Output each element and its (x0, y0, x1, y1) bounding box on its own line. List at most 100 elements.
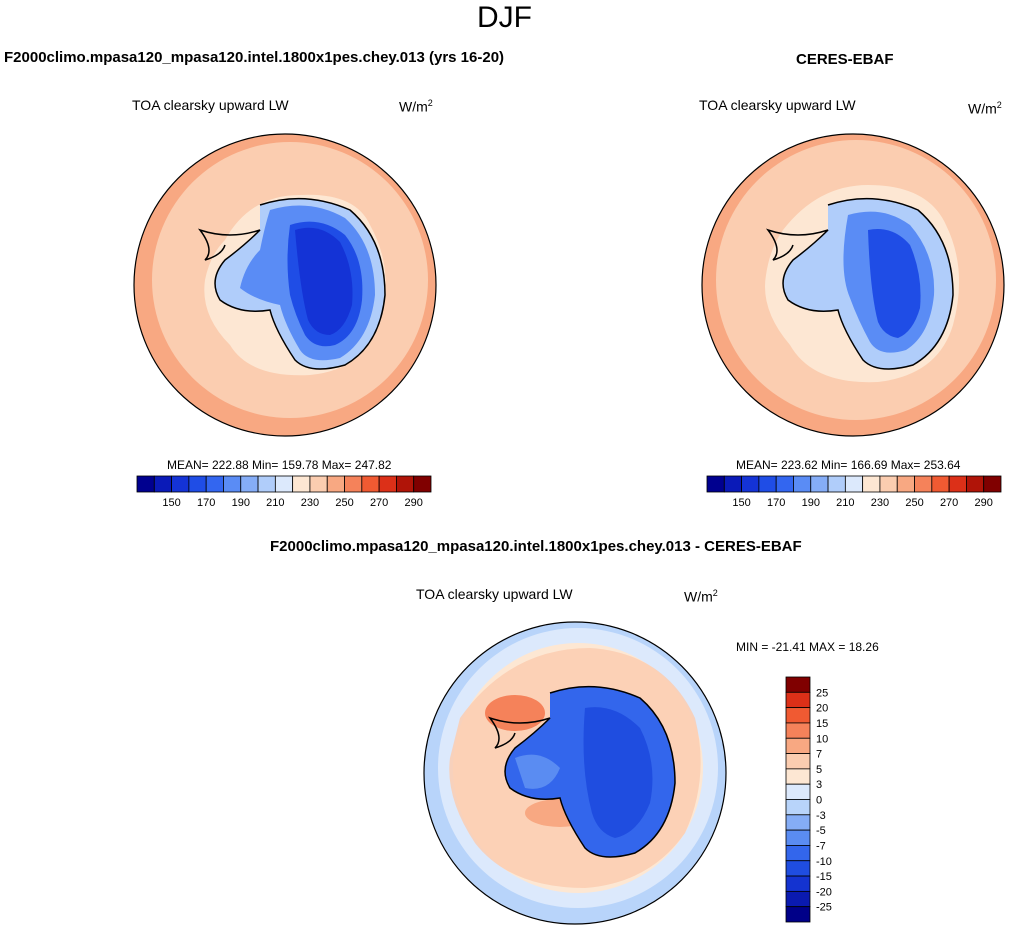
panel-3-map (423, 621, 727, 925)
colorbar-tick-label: 230 (301, 497, 319, 509)
panel-3-colorbar: 25 20 15 10 7 5 3 0 -3 -5 -7 -10 -15 -20 -25 (785, 676, 832, 923)
colorbar-tick-label: 0 (816, 795, 822, 807)
colorbar-tick-label: 5 (816, 764, 822, 776)
panel-3-coastline (487, 685, 676, 858)
panel-2-map-border (701, 133, 1005, 437)
colorbar-swatch (827, 475, 846, 493)
colorbar-swatch (785, 845, 811, 862)
colorbar-tick-label: 150 (732, 497, 750, 509)
colorbar-swatch (793, 475, 812, 493)
panel-1-units: W/m2 (399, 98, 433, 115)
colorbar-tick-label: 150 (162, 497, 180, 509)
colorbar-tick-label: 210 (266, 497, 284, 509)
colorbar-tick-label: 210 (836, 497, 854, 509)
colorbar-swatch (706, 475, 725, 493)
colorbar-swatch (309, 475, 328, 493)
panel-2-field (702, 134, 1004, 436)
colorbar-tick-label: 270 (940, 497, 958, 509)
colorbar-swatch (914, 475, 933, 493)
panel-1-map (133, 133, 437, 437)
panel-2-title: CERES-EBAF (796, 51, 894, 68)
colorbar-tick-label: 230 (871, 497, 889, 509)
colorbar-tick-label: -15 (816, 871, 832, 883)
colorbar-swatch (785, 737, 811, 754)
colorbar-swatch (785, 768, 811, 785)
colorbar-swatch (931, 475, 950, 493)
colorbar-swatch (292, 475, 311, 493)
panel-2-units: W/m2 (968, 100, 1002, 117)
colorbar-tick-label: 170 (197, 497, 215, 509)
colorbar-swatch (223, 475, 242, 493)
colorbar-swatch (723, 475, 742, 493)
colorbar-swatch (785, 829, 811, 846)
colorbar-tick-label: 25 (816, 687, 828, 699)
colorbar-tick-label: 10 (816, 733, 828, 745)
colorbar-swatch (205, 475, 224, 493)
colorbar-tick-label: 7 (816, 749, 822, 761)
colorbar-tick-label: 190 (802, 497, 820, 509)
panel-3-title: F2000climo.mpasa120_mpasa120.intel.1800x… (270, 538, 802, 555)
colorbar-tick-label: 290 (975, 497, 993, 509)
colorbar-swatch (240, 475, 259, 493)
colorbar-tick-label: 20 (816, 703, 828, 715)
colorbar-swatch (966, 475, 985, 493)
colorbar-swatch (785, 860, 811, 877)
colorbar-tick-label: -7 (816, 840, 826, 852)
colorbar-swatch (274, 475, 294, 493)
colorbar-swatch (378, 475, 397, 493)
colorbar-swatch (136, 475, 155, 493)
panel-1-title: F2000climo.mpasa120_mpasa120.intel.1800x… (4, 49, 505, 66)
colorbar-swatch (785, 707, 811, 724)
colorbar-swatch (879, 475, 898, 493)
colorbar-swatch (896, 475, 915, 493)
panel-1-coastline (197, 197, 386, 370)
colorbar-tick-label: 170 (767, 497, 785, 509)
colorbar-tick-label: 290 (405, 497, 423, 509)
colorbar-swatch (171, 475, 190, 493)
colorbar-swatch (785, 814, 811, 831)
panel-1-variable: TOA clearsky upward LW (132, 97, 289, 113)
panel-3-field (424, 622, 726, 924)
colorbar-swatch (785, 799, 811, 816)
panel-1-map-border (133, 133, 437, 437)
colorbar-tick-label: -20 (816, 886, 832, 898)
colorbar-tick-label: 190 (232, 497, 250, 509)
colorbar-swatch (153, 475, 172, 493)
colorbar-swatch (810, 475, 829, 493)
panel-3-variable: TOA clearsky upward LW (416, 586, 573, 602)
colorbar-swatch (344, 475, 363, 493)
panel-3-stats: MIN = -21.41 MAX = 18.26 (736, 640, 879, 654)
panel-2-stats: MEAN= 223.62 Min= 166.69 Max= 253.64 (736, 458, 961, 472)
colorbar-tick-label: -3 (816, 810, 826, 822)
panel-1-colorbar: 150 170 190 210 230 250 270 290 (136, 475, 432, 509)
colorbar-tick-label: 270 (370, 497, 388, 509)
panel-2-map (701, 133, 1005, 437)
colorbar-swatch (785, 783, 811, 800)
colorbar-swatch (785, 691, 811, 709)
colorbar-tick-label: -5 (816, 825, 826, 837)
colorbar-swatch (785, 906, 811, 923)
colorbar-swatch (396, 475, 415, 493)
colorbar-tick-label: -10 (816, 856, 832, 868)
colorbar-swatch (785, 875, 811, 892)
colorbar-swatch (257, 475, 276, 493)
panel-3-map-border (423, 621, 727, 925)
panel-1-stats: MEAN= 222.88 Min= 159.78 Max= 247.82 (167, 458, 392, 472)
colorbar-tick-label: 15 (816, 718, 828, 730)
colorbar-swatch (326, 475, 345, 493)
colorbar-swatch (775, 475, 794, 493)
colorbar-swatch (785, 722, 811, 739)
colorbar-swatch (983, 475, 1002, 493)
panel-3-units: W/m2 (684, 588, 718, 605)
panel-1-field (134, 134, 436, 436)
colorbar-tick-label: -25 (816, 902, 832, 914)
colorbar-swatch (188, 475, 207, 493)
colorbar-swatch (361, 475, 380, 493)
panel-2-coastline (765, 197, 954, 370)
colorbar-swatch (844, 475, 864, 493)
season-title: DJF (477, 1, 532, 34)
panel-2-colorbar: 150 170 190 210 230 250 270 290 (706, 475, 1002, 509)
colorbar-swatch (785, 676, 811, 693)
colorbar-swatch (758, 475, 777, 493)
panel-2-variable: TOA clearsky upward LW (699, 97, 856, 113)
